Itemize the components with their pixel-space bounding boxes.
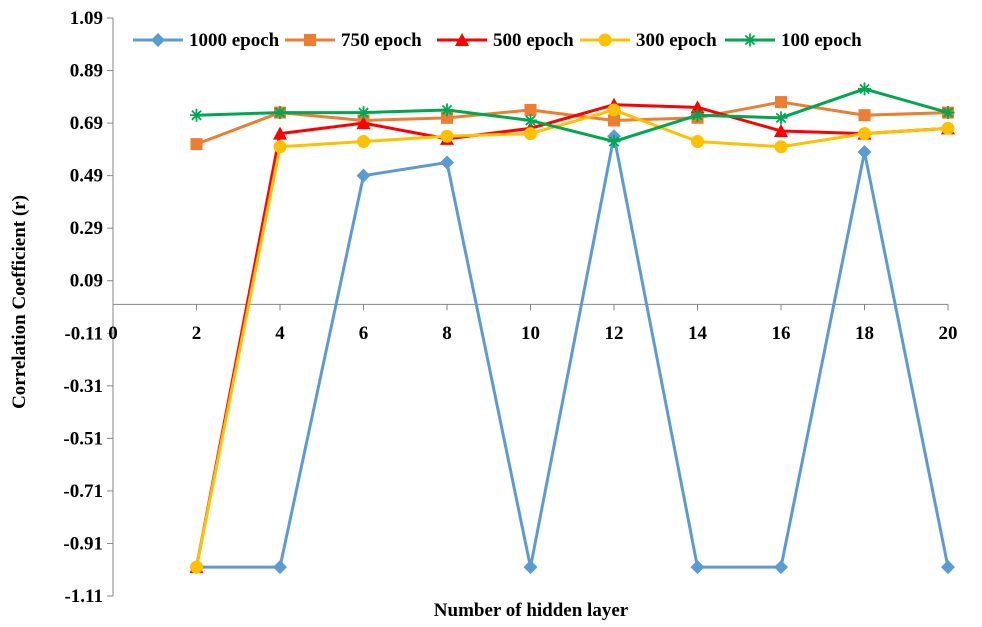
- legend-marker: [743, 33, 757, 47]
- x-tick-label: 2: [192, 323, 202, 344]
- data-point: [273, 126, 287, 140]
- y-tick-label: 0.69: [70, 113, 103, 134]
- data-point: [356, 116, 371, 130]
- data-point: [858, 82, 871, 96]
- y-tick-label: 1.09: [70, 8, 103, 29]
- x-tick-label: 12: [605, 323, 624, 344]
- legend-marker: [304, 34, 316, 46]
- series-500-epoch: [189, 97, 955, 574]
- data-point: [190, 560, 203, 574]
- data-point: [273, 140, 287, 154]
- series-line: [196, 134, 950, 569]
- data-point: [858, 109, 871, 122]
- data-point: [524, 113, 537, 127]
- x-tick-label: 18: [855, 323, 874, 344]
- legend-item: 500 epoch: [437, 30, 574, 51]
- legend-marker: [151, 33, 165, 47]
- legend-label: 100 epoch: [781, 30, 862, 51]
- series-300-epoch: [190, 103, 955, 574]
- y-tick-label: -1.11: [64, 586, 103, 607]
- data-point: [774, 140, 788, 154]
- data-point: [774, 123, 788, 137]
- data-point: [523, 560, 538, 575]
- legend-item: 750 epoch: [285, 30, 422, 51]
- data-point: [691, 108, 704, 122]
- legend-item: 300 epoch: [580, 30, 717, 51]
- data-point: [273, 560, 287, 575]
- data-point: [691, 134, 704, 148]
- data-point: [941, 560, 955, 575]
- x-tick-label: 20: [939, 323, 958, 344]
- x-tick-label: 16: [772, 323, 791, 344]
- x-axis: 0 2 4 6 8 10 12 14 16 18 20: [108, 303, 958, 344]
- legend-label: 500 epoch: [493, 30, 574, 51]
- y-axis: 1.09 0.89 0.69 0.49 0.29 0.09 -0.11 -0.31 -0.51 -…: [63, 8, 114, 607]
- data-point: [524, 127, 537, 141]
- y-tick-label: -0.91: [63, 533, 103, 554]
- data-point: [440, 129, 454, 143]
- data-point: [857, 144, 872, 159]
- y-tick-label: 0.09: [70, 271, 103, 292]
- y-tick-label: -0.11: [64, 323, 103, 344]
- data-point: [273, 106, 287, 120]
- data-point: [858, 127, 871, 141]
- legend-label: 1000 epoch: [189, 30, 280, 51]
- series-line: [196, 87, 949, 143]
- data-point: [524, 103, 537, 116]
- plot-series: [189, 82, 955, 575]
- x-tick-label: 8: [442, 323, 452, 344]
- legend-item: 100 epoch: [725, 30, 862, 51]
- data-point: [607, 134, 621, 148]
- x-tick-label: 10: [521, 323, 540, 344]
- data-point: [440, 103, 454, 117]
- y-axis-title: Correlation Coefficient (r): [9, 195, 30, 409]
- legend-item: 1000 epoch: [133, 30, 280, 51]
- data-point: [190, 108, 203, 122]
- data-point: [440, 155, 454, 170]
- x-tick-label: 6: [359, 323, 369, 344]
- y-tick-label: -0.71: [63, 481, 103, 502]
- data-point: [775, 96, 787, 109]
- series-100-epoch: [190, 82, 955, 148]
- data-point: [190, 138, 203, 151]
- legend-marker: [598, 33, 612, 47]
- data-point: [357, 134, 370, 148]
- data-point: [774, 111, 788, 125]
- y-tick-label: 0.29: [70, 218, 103, 239]
- legend-marker: [455, 33, 469, 46]
- data-point: [357, 106, 370, 120]
- y-tick-label: -0.51: [63, 428, 103, 449]
- series-line: [195, 103, 949, 568]
- x-tick-label: 0: [108, 323, 118, 344]
- x-tick-label: 4: [275, 323, 285, 344]
- data-point: [608, 114, 620, 127]
- data-point: [441, 111, 453, 124]
- data-point: [607, 103, 621, 117]
- legend-label: 300 epoch: [636, 30, 717, 51]
- x-axis-title: Number of hidden layer: [434, 600, 629, 621]
- x-tick-label: 14: [688, 323, 708, 344]
- y-tick-label: 0.89: [70, 61, 103, 82]
- data-point: [690, 560, 705, 575]
- legend-label: 750 epoch: [341, 30, 422, 51]
- data-point: [774, 560, 788, 575]
- data-point: [356, 168, 371, 183]
- y-tick-label: -0.31: [63, 376, 103, 397]
- data-point: [690, 100, 705, 114]
- data-point: [941, 121, 955, 135]
- series-1000-epoch: [189, 129, 955, 575]
- y-tick-label: 0.49: [70, 166, 103, 187]
- series-line: [195, 108, 949, 568]
- data-point: [941, 106, 955, 120]
- legend: 1000 epoch 750 epoch 500 epoch 300 epoch 100…: [133, 30, 862, 51]
